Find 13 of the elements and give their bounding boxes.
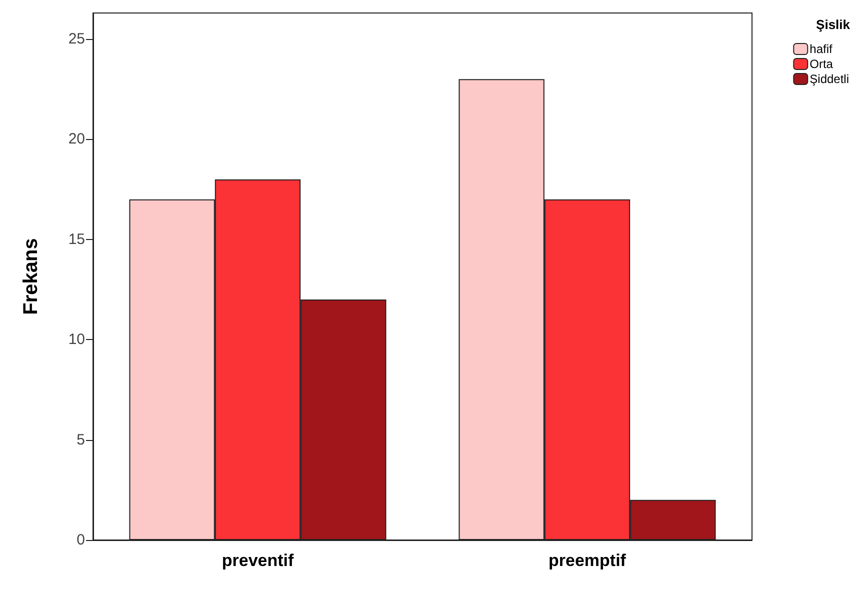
x-tick-label: preventif [222, 551, 294, 570]
y-tick-label: 0 [76, 532, 85, 548]
y-tick-label: 15 [68, 230, 85, 248]
y-tick-label: 10 [68, 331, 85, 348]
legend-label: hafif [810, 42, 833, 56]
y-tick-label: 20 [68, 130, 85, 148]
x-tick-label: preemptif [548, 551, 626, 570]
legend-label: Orta [810, 57, 834, 71]
y-tick-label: 5 [76, 431, 85, 448]
legend-title: Şislik [816, 17, 851, 32]
legend-label: Şiddetli [810, 72, 849, 86]
y-axis-title: Frekans [20, 238, 42, 315]
y-tick-label: 25 [68, 30, 85, 48]
